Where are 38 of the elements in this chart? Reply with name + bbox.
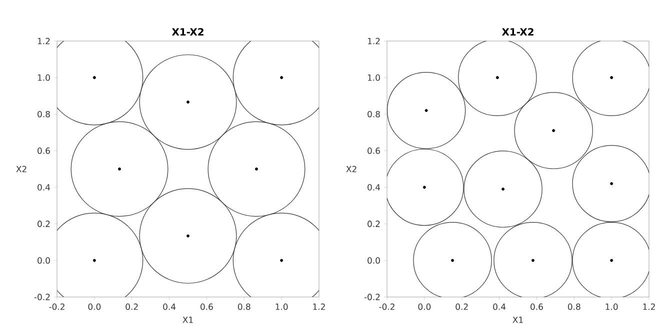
y-tick-label: 0.8 [368,110,380,118]
y-tick-label: -0.2 [34,294,50,300]
y-tick-label: 0.6 [38,148,50,154]
x-axis-title: X1 [512,316,523,323]
y-tick-label: 1.2 [38,38,50,44]
y-axis-title: X2 [16,166,26,172]
y-axis-title: X2 [346,166,356,172]
x-tick-label: 0.4 [493,304,506,310]
x-tick-label: 0.2 [126,304,138,310]
x-tick-label: 1.0 [606,304,618,310]
y-tick-label: 0.2 [368,220,380,228]
y-tick-label: 1.2 [368,38,380,44]
x-tick-label: 0.6 [530,304,543,310]
x-tick-label: 0.2 [456,304,468,310]
chart-title: X1-X2 [502,28,534,36]
y-tick-label: 0.4 [38,184,50,190]
x-tick-label: -0.2 [49,304,64,310]
x-tick-label: 0.8 [238,304,250,310]
y-tick-label: 0.8 [38,110,50,118]
x-tick-label: 0.6 [200,304,213,310]
y-tick-label: 0.4 [368,184,380,190]
y-tick-label: 1.0 [368,74,380,81]
y-tick-label: 0.6 [368,148,380,154]
y-tick-label: 0.2 [38,220,50,228]
x-tick-label: 0.8 [568,304,580,310]
x-tick-label: 0.0 [418,304,431,310]
x-tick-label: 0.0 [88,304,101,310]
x-tick-label: 1.2 [643,304,655,310]
x-tick-label: 1.0 [276,304,288,310]
chart-title: X1-X2 [172,28,204,36]
x-axis-title: X1 [182,316,193,323]
y-tick-label: -0.2 [364,294,380,300]
x-tick-label: -0.2 [379,304,394,310]
y-tick-label: 0.0 [38,257,50,264]
y-tick-label: 0.0 [368,257,380,264]
x-tick-label: 1.2 [313,304,325,310]
x-tick-label: 0.4 [163,304,176,310]
y-tick-label: 1.0 [38,74,50,81]
